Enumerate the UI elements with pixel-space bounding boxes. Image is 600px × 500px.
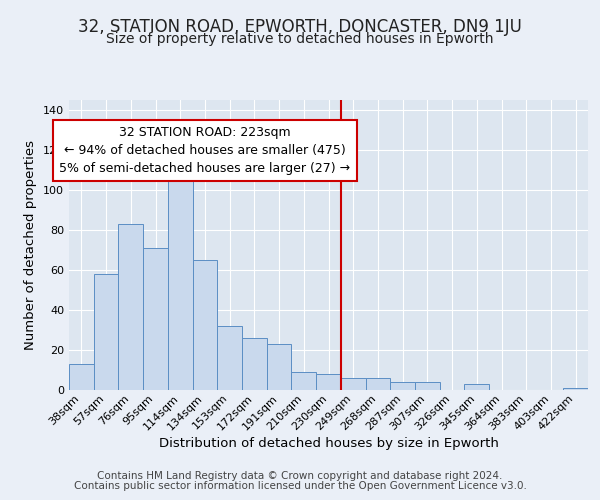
X-axis label: Distribution of detached houses by size in Epworth: Distribution of detached houses by size …	[158, 438, 499, 450]
Bar	[341, 378, 365, 390]
Bar	[217, 326, 242, 390]
Bar	[193, 260, 217, 390]
Bar	[292, 372, 316, 390]
Y-axis label: Number of detached properties: Number of detached properties	[25, 140, 37, 350]
Bar	[464, 384, 489, 390]
Bar	[316, 374, 341, 390]
Bar	[415, 382, 440, 390]
Text: 32 STATION ROAD: 223sqm
← 94% of detached houses are smaller (475)
5% of semi-de: 32 STATION ROAD: 223sqm ← 94% of detache…	[59, 126, 350, 175]
Text: Contains HM Land Registry data © Crown copyright and database right 2024.: Contains HM Land Registry data © Crown c…	[97, 471, 503, 481]
Text: Contains public sector information licensed under the Open Government Licence v3: Contains public sector information licen…	[74, 481, 526, 491]
Bar	[365, 378, 390, 390]
Bar	[242, 338, 267, 390]
Bar	[118, 224, 143, 390]
Text: 32, STATION ROAD, EPWORTH, DONCASTER, DN9 1JU: 32, STATION ROAD, EPWORTH, DONCASTER, DN…	[78, 18, 522, 36]
Bar	[390, 382, 415, 390]
Bar	[94, 274, 118, 390]
Text: Size of property relative to detached houses in Epworth: Size of property relative to detached ho…	[106, 32, 494, 46]
Bar	[69, 364, 94, 390]
Bar	[143, 248, 168, 390]
Bar	[267, 344, 292, 390]
Bar	[168, 180, 193, 390]
Bar	[563, 388, 588, 390]
